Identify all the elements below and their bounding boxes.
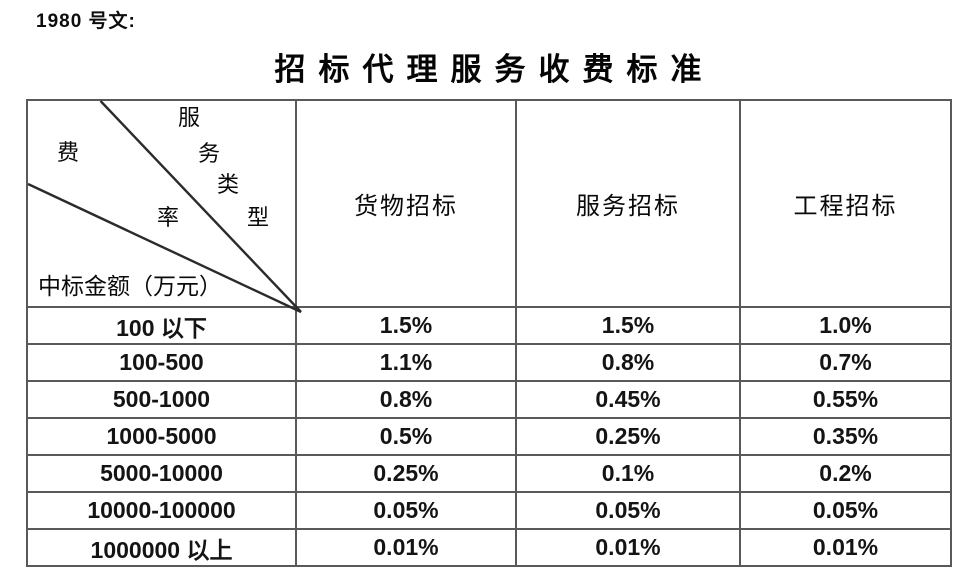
table-row: 1000-5000 0.5% 0.25% 0.35% xyxy=(26,417,952,456)
corner-type-char-3: 类 xyxy=(217,172,240,197)
fee-cell: 1.5% xyxy=(295,306,517,345)
doc-ref: 1980 号文: xyxy=(36,11,136,32)
fee-cell: 0.8% xyxy=(515,343,741,382)
table-corner-cell: 服 务 类 型 费 率 中标金额（万元） xyxy=(26,99,302,314)
fee-cell: 0.8% xyxy=(295,380,517,419)
corner-type-char-2: 务 xyxy=(198,141,221,166)
table-header-row: 服 务 类 型 费 率 中标金额（万元） 货物招标 服务招标 工程招标 xyxy=(26,99,952,314)
fee-cell: 0.55% xyxy=(739,380,952,419)
fee-standard-table: 服 务 类 型 费 率 中标金额（万元） 货物招标 服务招标 工程招标 100 … xyxy=(26,99,952,567)
fee-cell: 0.01% xyxy=(739,528,952,567)
fee-cell: 0.25% xyxy=(295,454,517,493)
row-range-label: 10000-100000 xyxy=(26,491,297,530)
fee-cell: 0.35% xyxy=(739,417,952,456)
table-row: 500-1000 0.8% 0.45% 0.55% xyxy=(26,380,952,419)
fee-cell: 1.5% xyxy=(515,306,741,345)
column-header-works: 工程招标 xyxy=(739,99,952,308)
row-range-label: 1000000 以上 xyxy=(26,528,297,567)
fee-cell: 0.7% xyxy=(739,343,952,382)
fee-cell: 0.01% xyxy=(295,528,517,567)
table-row: 10000-100000 0.05% 0.05% 0.05% xyxy=(26,491,952,530)
fee-cell: 0.05% xyxy=(515,491,741,530)
table-row: 100 以下 1.5% 1.5% 1.0% xyxy=(26,306,952,345)
fee-cell: 1.0% xyxy=(739,306,952,345)
row-range-label: 100-500 xyxy=(26,343,297,382)
table-row: 5000-10000 0.25% 0.1% 0.2% xyxy=(26,454,952,493)
corner-rate-char-2: 率 xyxy=(157,205,180,230)
page-title: 招标代理服务收费标准 xyxy=(274,52,715,87)
row-range-label: 500-1000 xyxy=(26,380,297,419)
fee-cell: 0.25% xyxy=(515,417,741,456)
corner-amount-label: 中标金额（万元） xyxy=(38,274,222,299)
row-range-label: 5000-10000 xyxy=(26,454,297,493)
fee-cell: 0.1% xyxy=(515,454,741,493)
corner-rate-char-1: 费 xyxy=(57,140,80,165)
row-range-label: 1000-5000 xyxy=(26,417,297,456)
corner-diagonal-area: 服 务 类 型 费 率 中标金额（万元） xyxy=(27,100,302,314)
row-range-label: 100 以下 xyxy=(26,306,297,345)
column-header-goods: 货物招标 xyxy=(295,99,517,308)
fee-cell: 0.5% xyxy=(295,417,517,456)
fee-cell: 0.45% xyxy=(515,380,741,419)
fee-cell: 0.05% xyxy=(739,491,952,530)
corner-type-char-4: 型 xyxy=(247,205,270,230)
column-header-services: 服务招标 xyxy=(515,99,741,308)
fee-cell: 1.1% xyxy=(295,343,517,382)
table-row: 100-500 1.1% 0.8% 0.7% xyxy=(26,343,952,382)
corner-type-char-1: 服 xyxy=(178,105,201,130)
fee-cell: 0.01% xyxy=(515,528,741,567)
table-row: 1000000 以上 0.01% 0.01% 0.01% xyxy=(26,528,952,567)
fee-cell: 0.2% xyxy=(739,454,952,493)
fee-cell: 0.05% xyxy=(295,491,517,530)
